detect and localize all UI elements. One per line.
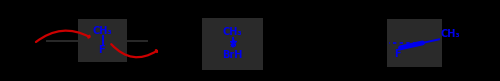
FancyBboxPatch shape <box>202 18 264 70</box>
Text: BrH: BrH <box>222 50 242 60</box>
Text: F: F <box>98 45 104 55</box>
FancyBboxPatch shape <box>387 19 442 67</box>
Text: CH₃: CH₃ <box>440 29 460 39</box>
Text: CH₃: CH₃ <box>222 27 242 37</box>
Text: F: F <box>394 49 401 59</box>
Text: *: * <box>230 43 235 53</box>
FancyBboxPatch shape <box>78 19 127 62</box>
Text: CH₃: CH₃ <box>92 26 112 36</box>
